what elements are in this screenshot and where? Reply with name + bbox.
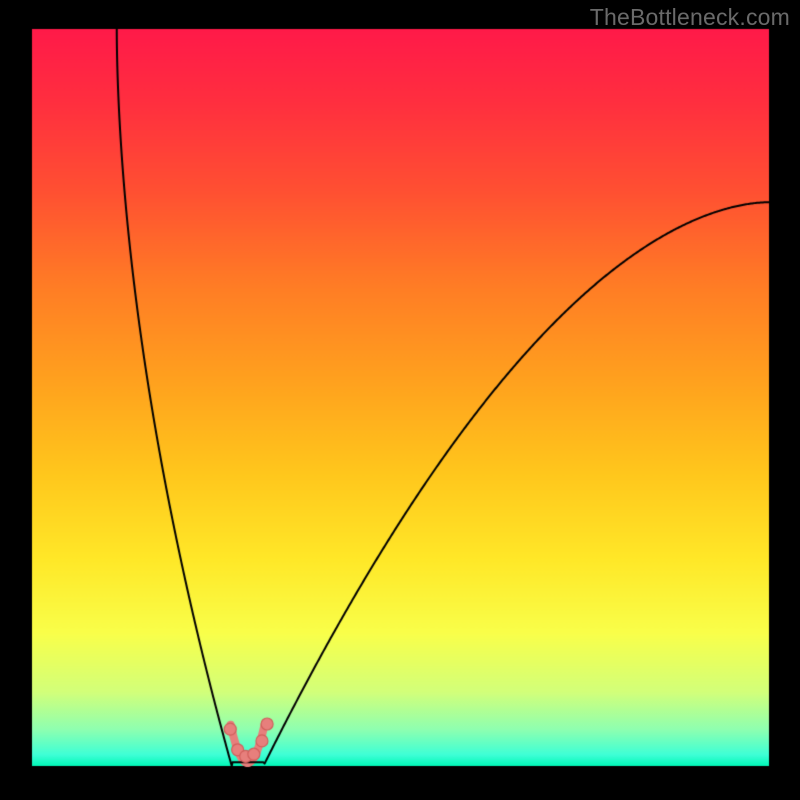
chart-canvas bbox=[0, 0, 800, 800]
watermark-text: TheBottleneck.com bbox=[590, 0, 800, 31]
chart-stage: TheBottleneck.com bbox=[0, 0, 800, 800]
